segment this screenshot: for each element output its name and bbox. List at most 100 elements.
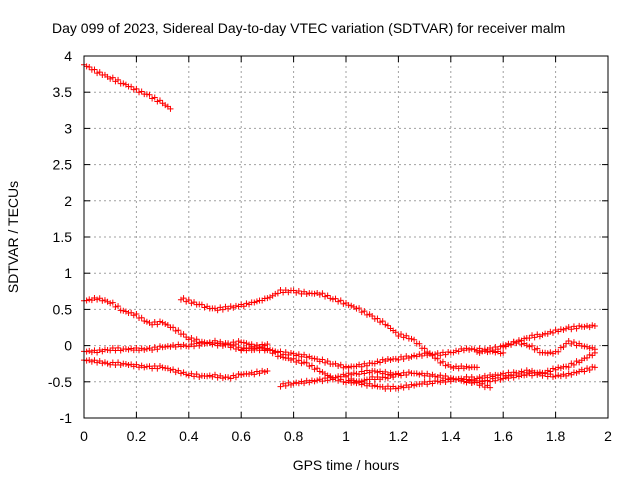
x-tick-label: 1.2	[389, 428, 409, 444]
data-point	[510, 374, 517, 381]
data-point	[188, 334, 195, 341]
data-point	[589, 352, 596, 359]
data-point	[434, 378, 441, 385]
data-point	[175, 367, 182, 374]
data-point	[510, 338, 517, 345]
data-point	[94, 296, 101, 303]
series-layer	[81, 61, 598, 392]
data-point	[570, 339, 577, 346]
data-point	[405, 369, 412, 376]
data-point	[235, 338, 242, 345]
data-point	[206, 372, 213, 379]
data-point	[246, 371, 253, 378]
data-point	[400, 356, 407, 363]
data-point	[460, 378, 467, 385]
data-point	[253, 298, 260, 305]
data-point	[563, 340, 570, 347]
tick-layer: 0 0.2 0.4 0.6 0.8 1 1.2 1.4 1.6 1.8 2 -1 -0.5 0 0.5 1 1.…	[48, 48, 612, 444]
data-point	[565, 370, 572, 377]
data-point	[382, 374, 389, 381]
data-point	[240, 303, 247, 310]
x-tick-label: 1.6	[493, 428, 513, 444]
data-point	[206, 339, 213, 346]
data-point	[104, 360, 111, 367]
data-point	[324, 358, 331, 365]
data-point	[450, 376, 457, 383]
data-point	[335, 373, 342, 380]
data-point	[115, 344, 122, 351]
plot-frame	[83, 55, 609, 419]
data-point	[369, 373, 376, 380]
data-point	[539, 331, 546, 338]
data-point	[387, 356, 394, 363]
data-point	[442, 351, 449, 358]
data-point	[481, 347, 488, 354]
data-point	[411, 382, 418, 389]
data-point	[324, 292, 331, 299]
data-point	[264, 295, 271, 302]
data-point	[573, 369, 580, 376]
data-point	[560, 344, 567, 351]
data-point	[319, 290, 326, 297]
data-point	[536, 369, 543, 376]
data-point	[99, 297, 106, 304]
data-point	[432, 351, 439, 358]
data-point	[573, 358, 580, 365]
data-point	[143, 345, 150, 352]
data-point	[201, 304, 208, 311]
data-point	[408, 353, 415, 360]
data-point	[487, 372, 494, 379]
data-point	[363, 311, 370, 318]
data-point	[395, 356, 402, 363]
data-point	[149, 346, 156, 353]
data-point	[303, 354, 310, 361]
data-point	[377, 319, 384, 326]
data-point	[156, 363, 163, 370]
data-point	[474, 364, 480, 371]
data-point	[86, 296, 93, 303]
data-point	[290, 380, 297, 387]
data-point	[172, 369, 179, 376]
data-point	[518, 341, 525, 348]
data-point	[384, 383, 391, 390]
data-point	[259, 367, 266, 374]
data-point	[162, 343, 169, 350]
data-point	[99, 360, 106, 367]
data-point	[185, 336, 192, 343]
data-point	[212, 371, 218, 378]
data-point	[136, 89, 143, 96]
data-point	[547, 368, 554, 375]
data-point	[298, 360, 305, 367]
data-point	[316, 368, 323, 375]
data-point	[515, 338, 522, 345]
data-point	[295, 288, 302, 295]
data-point	[128, 83, 135, 90]
data-point	[274, 290, 281, 297]
data-point	[411, 352, 418, 359]
x-tick-label: 1	[342, 428, 350, 444]
chart-title: Day 099 of 2023, Sidereal Day-to-day VTE…	[52, 20, 565, 36]
data-point	[109, 299, 116, 306]
data-point	[398, 331, 405, 338]
data-point	[589, 322, 596, 329]
data-point	[117, 361, 124, 368]
data-point	[350, 379, 357, 386]
data-point	[154, 346, 161, 353]
y-tick-label: 1.5	[53, 229, 73, 245]
data-point	[308, 377, 315, 384]
data-point	[115, 76, 122, 83]
data-point	[214, 307, 221, 314]
data-point	[340, 378, 347, 385]
data-point	[589, 344, 596, 351]
data-point	[327, 295, 334, 302]
data-point	[243, 340, 250, 347]
data-point	[170, 324, 177, 331]
data-point	[232, 374, 239, 381]
data-point	[544, 350, 551, 357]
data-point	[251, 371, 258, 378]
data-point	[552, 373, 559, 380]
data-point	[565, 337, 572, 344]
data-point	[96, 346, 103, 353]
data-point	[502, 374, 509, 381]
data-point	[497, 343, 504, 350]
